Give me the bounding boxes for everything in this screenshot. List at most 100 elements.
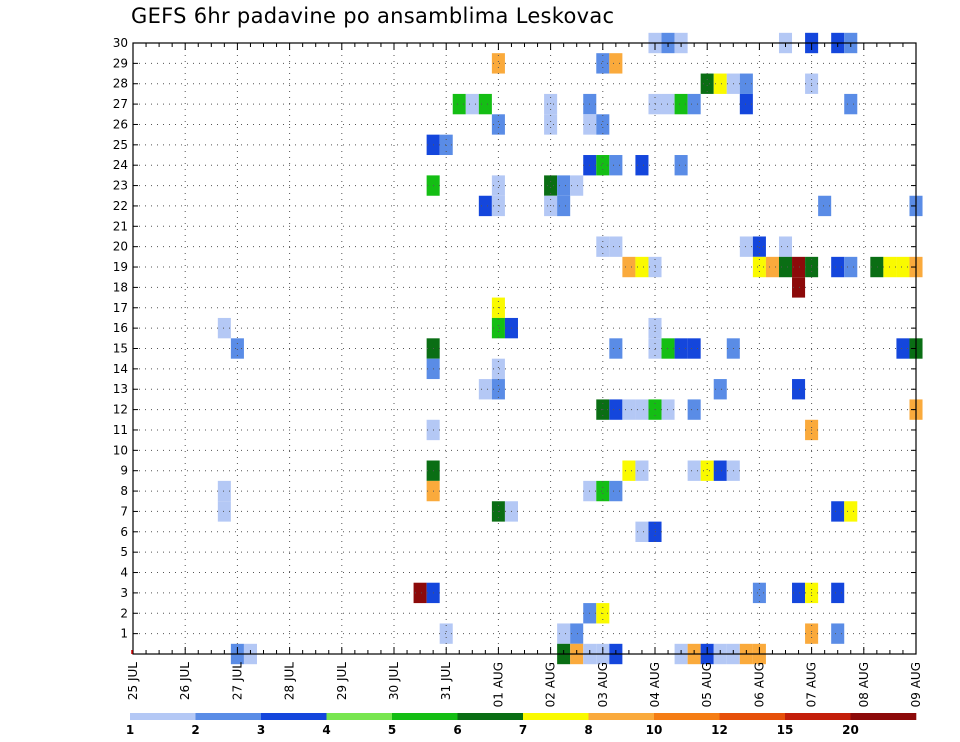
y-tick-label: 29 <box>113 56 128 70</box>
x-tick-label: 07 AUG <box>805 662 819 707</box>
colorbar-swatch <box>195 713 262 720</box>
heatmap-cell <box>687 460 701 481</box>
x-tick-label: 04 AUG <box>648 662 662 707</box>
heatmap-cell <box>609 236 623 257</box>
heatmap-cell <box>491 114 505 135</box>
heatmap-cell <box>413 582 427 604</box>
heatmap-cell <box>739 93 753 115</box>
colorbar-label: 2 <box>191 723 199 737</box>
heatmap-cell <box>635 460 649 481</box>
colorbar-swatch <box>326 713 393 720</box>
y-tick-label: 23 <box>113 179 128 193</box>
heatmap-cell <box>778 236 793 257</box>
colorbar-swatch <box>523 713 589 720</box>
heatmap-cell <box>217 501 231 522</box>
colorbar-label: 5 <box>388 723 396 737</box>
heatmap-cell <box>661 399 675 420</box>
heatmap-cell <box>596 114 610 135</box>
x-tick-label: 05 AUG <box>700 662 714 707</box>
heatmap-cell <box>596 53 610 74</box>
colorbar-swatch <box>261 713 327 720</box>
x-tick-label: 28 JUL <box>283 662 297 700</box>
colorbar-label: 4 <box>322 723 330 737</box>
y-tick-label: 15 <box>113 342 128 356</box>
heatmap-cell <box>818 195 832 217</box>
heatmap-cell <box>844 256 858 278</box>
heatmap-cell <box>635 521 649 542</box>
heatmap-cell <box>687 399 701 420</box>
y-tick-label: 17 <box>113 301 128 315</box>
heatmap-cell <box>778 256 793 278</box>
heatmap-cell <box>765 256 779 278</box>
y-tick-label: 12 <box>113 403 128 417</box>
heatmap-cell <box>557 195 571 217</box>
y-tick-label: 6 <box>120 525 128 539</box>
heatmap-cell <box>491 379 505 400</box>
axes: 1234567891011121314151617181920212223242… <box>113 36 923 707</box>
y-tick-label: 9 <box>120 464 128 478</box>
heatmap-cell <box>596 480 610 502</box>
x-tick-label: 29 JUL <box>335 662 349 700</box>
y-tick-label: 30 <box>113 36 128 50</box>
chart-title: GEFS 6hr padavine po ansamblima Leskovac <box>131 4 615 28</box>
heatmap-cell <box>896 256 910 278</box>
heatmap-cell <box>622 256 636 278</box>
heatmap-cell <box>713 73 727 94</box>
colorbar-label: 8 <box>584 723 592 737</box>
heatmap-cell <box>609 338 623 359</box>
heatmap-cell <box>635 155 649 176</box>
heatmap-cell <box>870 256 884 278</box>
y-tick-label: 1 <box>120 627 128 641</box>
heatmap-cell <box>700 460 714 481</box>
y-tick-label: 18 <box>113 280 128 294</box>
heatmap-cell <box>700 73 714 94</box>
colorbar-label: 12 <box>711 723 728 737</box>
heatmap-cell <box>752 256 766 278</box>
colorbar-label: 15 <box>777 723 794 737</box>
x-tick-label: 08 AUG <box>857 662 871 707</box>
colorbar-label: 1 <box>126 723 134 737</box>
heatmap-cell <box>792 582 806 604</box>
x-tick-label: 02 AUG <box>544 662 558 707</box>
heatmap-cell <box>687 338 701 359</box>
heatmap-cell <box>544 175 558 196</box>
heatmap-cell <box>609 155 623 176</box>
y-tick-label: 4 <box>120 566 128 580</box>
heatmap-cell <box>739 236 753 257</box>
heatmap-cell <box>557 175 571 196</box>
heatmap-cell <box>230 338 244 359</box>
y-tick-label: 24 <box>113 158 128 172</box>
colorbar-swatch <box>719 713 786 720</box>
heatmap-cell <box>217 317 231 339</box>
heatmap-cell <box>713 379 727 400</box>
y-tick-label: 10 <box>113 443 128 457</box>
x-tick-label: 09 AUG <box>909 662 923 707</box>
colorbar-swatch <box>785 713 851 720</box>
colorbar-swatch <box>130 713 196 720</box>
heatmap-cell <box>596 155 610 176</box>
y-tick-label: 3 <box>120 586 128 600</box>
heatmap-cell <box>478 93 492 115</box>
y-tick-label: 28 <box>113 77 128 91</box>
colorbar-swatch <box>457 713 524 720</box>
colorbar-swatch <box>850 713 917 720</box>
y-tick-label: 8 <box>120 484 128 498</box>
y-tick-label: 20 <box>113 240 128 254</box>
heatmap-cell <box>635 256 649 278</box>
x-tick-label: 06 AUG <box>752 662 766 707</box>
colorbar-label: 10 <box>646 723 663 737</box>
colorbar: 1 2 3 4 5 6 7 8 10 12 15 20 <box>126 713 917 737</box>
heatmap-cell <box>544 93 558 115</box>
heatmap-cell <box>439 623 453 644</box>
x-tick-label: 30 JUL <box>387 662 401 700</box>
y-tick-label: 19 <box>113 260 128 274</box>
heatmap-cell <box>544 114 558 135</box>
heatmap-cell <box>896 338 910 359</box>
heatmap-cell <box>478 379 492 400</box>
heatmap-cell <box>217 480 231 502</box>
heatmap-cell <box>491 317 505 339</box>
heatmap-cell <box>792 277 806 298</box>
y-tick-label: 7 <box>120 504 128 518</box>
colorbar-swatch <box>392 713 458 720</box>
